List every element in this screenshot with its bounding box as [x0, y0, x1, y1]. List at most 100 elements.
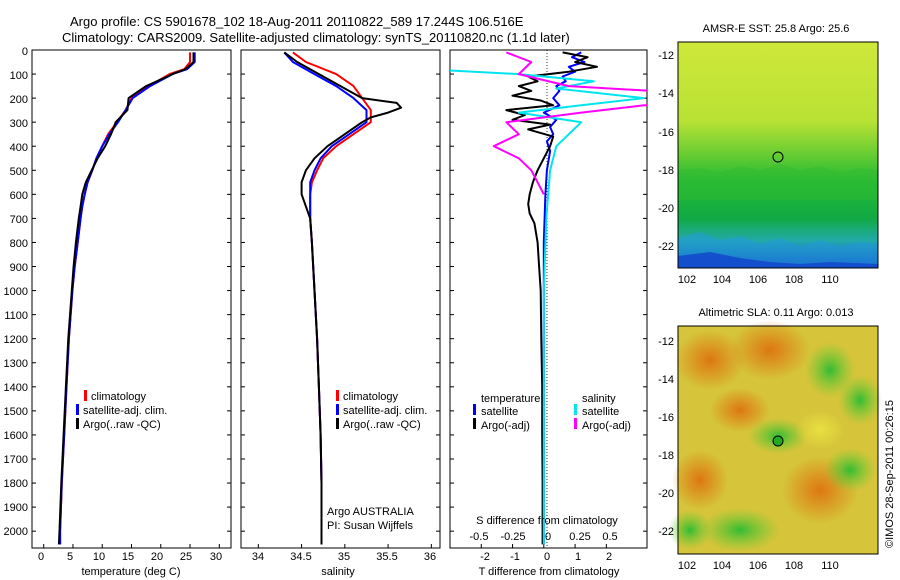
- depth-tick-label: 1600: [4, 430, 28, 442]
- legend-label-temperature-satellite: satellite: [481, 406, 518, 418]
- legend-label-argo: Argo(..raw -QC): [343, 419, 421, 431]
- sst-map-title: AMSR-E SST: 25.8 Argo: 25.6: [703, 23, 850, 35]
- salinity-panel: 34 34.5 35 35.5 36 salinity climatology …: [240, 49, 441, 578]
- sst-argo-marker: [772, 151, 784, 163]
- series-line-argo-raw-qc: [57, 52, 195, 545]
- salinity-tick-label: 35: [338, 551, 350, 563]
- depth-tick-labels: 0 100 200 300 400 500 600 700 800 900 10…: [4, 46, 28, 538]
- sla-lat-tick-label: -18: [658, 450, 674, 462]
- legend-swatch-temperature-satellite: [473, 404, 476, 415]
- legend-swatch-satellite: [76, 404, 79, 415]
- legend-swatch-satellite: [336, 404, 339, 415]
- depth-tick-label: 100: [10, 70, 28, 82]
- salinity-diff-tick-label: 0.5: [602, 531, 617, 543]
- salinity-depth-ticks: [241, 49, 440, 532]
- sst-lon-tick-label: 102: [678, 274, 696, 286]
- sst-lat-tick-label: -16: [658, 127, 674, 139]
- salinity-series-lines: [283, 51, 403, 545]
- depth-tick-label: 700: [10, 214, 28, 226]
- depth-tick-label: 1100: [4, 310, 28, 322]
- sla-blob: [730, 320, 810, 380]
- sla-blob: [838, 375, 882, 425]
- salinity-annotation-pi: PI: Susan Wijffels: [327, 520, 413, 532]
- salinity-x-ticks: [257, 544, 432, 548]
- figure-title-line1: Argo profile: CS 5901678_102 18-Aug-2011…: [70, 14, 524, 29]
- sla-blob: [710, 388, 770, 432]
- depth-tick-label: 0: [22, 46, 28, 58]
- sst-lon-tick-label: 104: [713, 274, 731, 286]
- salinity-axis-label: salinity: [321, 566, 355, 578]
- sst-lon-tick-label: 106: [749, 274, 767, 286]
- temperature-axes-frame: [31, 49, 232, 549]
- sst-coldest-band: [678, 252, 878, 268]
- sla-blob: [805, 342, 855, 398]
- difference-axes-frame: [449, 49, 648, 549]
- legend-swatch-argo: [76, 418, 79, 429]
- temperature-legend: climatology satellite-adj. clim. Argo(..…: [76, 390, 167, 431]
- depth-tick-label: 1900: [4, 502, 28, 514]
- difference-x-ticks: [480, 544, 607, 548]
- depth-tick-label: 300: [10, 118, 28, 130]
- legend-swatch-argo: [336, 418, 339, 429]
- legend-title-temperature: temperature: [481, 393, 540, 405]
- difference-panel: S difference from climatology -0.5 -0.25…: [449, 49, 648, 578]
- sla-lon-tick-label: 108: [785, 560, 803, 572]
- legend-label-salinity-satellite: satellite: [582, 406, 619, 418]
- sla-lat-tick-label: -14: [658, 374, 674, 386]
- salinity-diff-tick-label: 0: [545, 531, 551, 543]
- figure-title-line2: Climatology: CARS2009. Satellite-adjuste…: [62, 30, 570, 45]
- temperature-tick-label: 10: [93, 551, 105, 563]
- sst-lon-tick-label: 108: [785, 274, 803, 286]
- legend-label-argo: Argo(..raw -QC): [83, 419, 161, 431]
- sst-lat-tick-label: -12: [658, 50, 674, 62]
- sla-blob: [700, 508, 780, 552]
- temperature-x-ticks: [43, 544, 220, 548]
- legend-swatch-temperature-argo: [473, 418, 476, 429]
- depth-tick-label: 2000: [4, 526, 28, 538]
- sla-map-panel: Altimetric SLA: 0.11 Argo: 0.013 -12 -14…: [658, 307, 882, 572]
- salinity-tick-label: 36: [424, 551, 436, 563]
- salinity-axes-frame: [240, 49, 441, 549]
- series-line-salinity-argo-adj: [492, 51, 647, 195]
- difference-depth-ticks: [450, 49, 647, 532]
- temperature-tick-label: 20: [151, 551, 163, 563]
- sla-map-frame: [677, 325, 879, 555]
- salinity-legend: climatology satellite-adj. clim. Argo(..…: [336, 390, 427, 431]
- sla-lon-tick-label: 110: [821, 560, 839, 572]
- salinity-diff-tick-label: -0.25: [500, 531, 525, 543]
- sst-map-panel: AMSR-E SST: 25.8 Argo: 25.6 -12 -14 -16 …: [658, 23, 879, 286]
- temperature-tick-label: 30: [210, 551, 222, 563]
- sla-argo-marker: [772, 435, 784, 447]
- sst-front-band: [678, 164, 878, 200]
- difference-series-lines: [450, 51, 647, 545]
- temperature-diff-tick-label: 0: [544, 551, 550, 563]
- legend-label-salinity-argo: Argo(-adj): [582, 420, 631, 432]
- depth-tick-label: 1000: [4, 286, 28, 298]
- legend-swatch-salinity-argo: [574, 418, 577, 429]
- sla-blob: [675, 330, 745, 390]
- sla-blob: [672, 450, 728, 510]
- sla-blob: [824, 448, 876, 492]
- depth-tick-label: 800: [10, 238, 28, 250]
- legend-swatch-climatology: [84, 390, 87, 401]
- legend-label-satellite: satellite-adj. clim.: [343, 405, 427, 417]
- sla-anomaly-blobs: [668, 320, 882, 552]
- temperature-tick-label: 5: [67, 551, 73, 563]
- sst-heatmap: [678, 42, 878, 268]
- depth-tick-label: 1500: [4, 406, 28, 418]
- salinity-diff-tick-label: 0.25: [569, 531, 590, 543]
- series-line-argo-raw-qc: [283, 51, 403, 545]
- salinity-tick-label: 34: [252, 551, 264, 563]
- difference-legend: temperature satellite Argo(-adj) salinit…: [473, 393, 631, 432]
- sla-lon-tick-label: 102: [678, 560, 696, 572]
- depth-tick-label: 500: [10, 166, 28, 178]
- sla-lat-tick-label: -20: [658, 488, 674, 500]
- legend-label-climatology: climatology: [91, 391, 147, 403]
- depth-tick-label: 1700: [4, 454, 28, 466]
- legend-label-satellite: satellite-adj. clim.: [83, 405, 167, 417]
- sla-lon-tick-label: 106: [749, 560, 767, 572]
- sst-lon-tick-label: 110: [821, 274, 839, 286]
- sla-blob: [795, 410, 845, 450]
- temperature-series-lines: [57, 52, 196, 545]
